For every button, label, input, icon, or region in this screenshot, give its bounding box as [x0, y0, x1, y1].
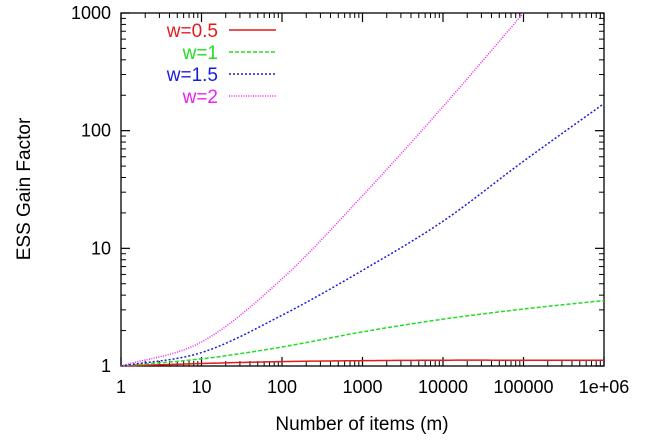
y-tick-label: 10	[91, 238, 111, 258]
legend-label-4: w=2	[182, 87, 218, 108]
axis-ticks: 1 10 100 1000 10000 100000 1e+06 1 10 100 1000	[71, 3, 629, 397]
x-tick-label: 10000	[418, 377, 468, 397]
x-tick-label: 1000	[342, 377, 382, 397]
x-tick-label: 1e+06	[579, 377, 630, 397]
x-tick-label: 100	[267, 377, 297, 397]
y-tick-label: 1000	[71, 3, 111, 23]
x-axis-label: Number of items (m)	[275, 414, 448, 435]
series-line-3	[120, 102, 605, 367]
legend-label-1: w=0.5	[166, 21, 218, 42]
series-line-1	[120, 359, 604, 367]
x-tick-label: 10	[191, 377, 211, 397]
legend-label-3: w=1.5	[166, 65, 218, 86]
x-tick-label: 100000	[493, 377, 553, 397]
series-line-2	[120, 299, 605, 367]
x-tick-label: 1	[116, 377, 126, 397]
y-tick-label: 1	[101, 356, 111, 376]
y-axis-label: ESS Gain Factor	[14, 117, 35, 260]
legend-label-2: w=1	[182, 43, 218, 64]
legend: w=0.5w=1w=1.5w=2	[166, 21, 276, 108]
y-tick-label: 100	[81, 121, 111, 141]
series-lines	[120, 12, 605, 367]
